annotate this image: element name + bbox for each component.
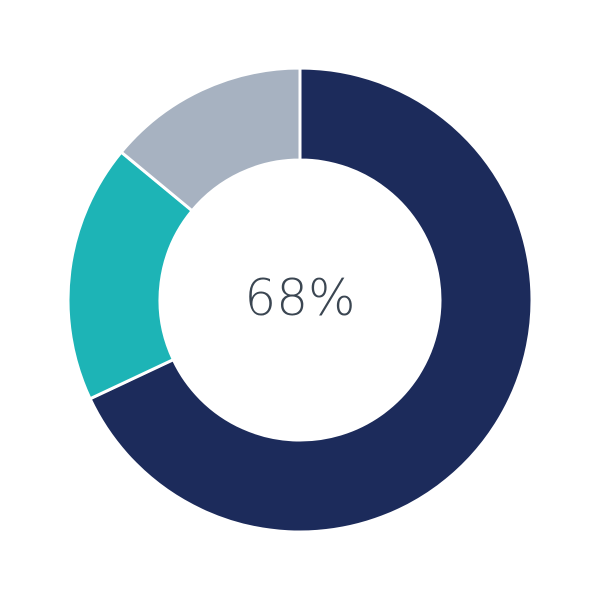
donut-slice [119,66,302,213]
center-label: 68% [244,269,355,327]
donut-slice [88,66,534,534]
slices [66,66,534,534]
